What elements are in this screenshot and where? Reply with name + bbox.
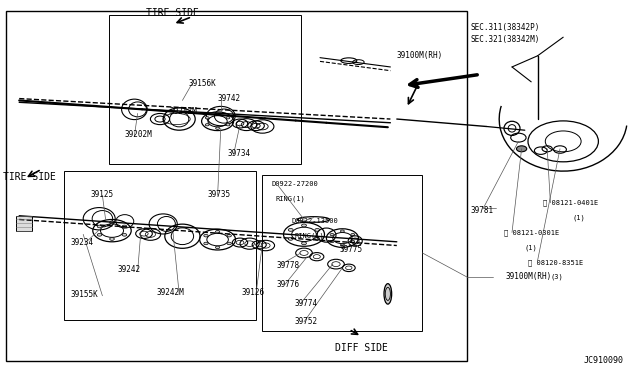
Circle shape: [122, 234, 127, 236]
Text: 39776: 39776: [276, 280, 300, 289]
Text: DIFF SIDE: DIFF SIDE: [335, 343, 388, 353]
Circle shape: [288, 237, 293, 240]
Text: 39234: 39234: [70, 238, 93, 247]
Circle shape: [97, 234, 102, 236]
Text: D0922-13500: D0922-13500: [291, 218, 338, 224]
Text: 39100M(RH): 39100M(RH): [397, 51, 443, 60]
Circle shape: [227, 242, 232, 245]
Text: 39100M(RH): 39100M(RH): [506, 272, 552, 280]
Bar: [262, 175, 422, 331]
Circle shape: [340, 244, 344, 246]
Circle shape: [330, 240, 334, 243]
Circle shape: [351, 234, 355, 236]
Circle shape: [340, 230, 344, 232]
Text: SEC.321(38342M): SEC.321(38342M): [470, 35, 540, 44]
Text: 39242: 39242: [117, 265, 140, 274]
Circle shape: [315, 237, 320, 240]
Circle shape: [122, 225, 127, 228]
Text: Ⓑ 08120-8351E: Ⓑ 08120-8351E: [528, 259, 583, 266]
Circle shape: [97, 225, 102, 228]
Text: Ⓑ 08121-0401E: Ⓑ 08121-0401E: [543, 199, 598, 206]
Circle shape: [205, 124, 209, 126]
Bar: [109, 15, 301, 164]
Text: 39242M: 39242M: [157, 288, 184, 296]
Text: 39774: 39774: [294, 299, 317, 308]
Text: (3): (3): [550, 274, 563, 280]
Circle shape: [288, 228, 293, 231]
Circle shape: [226, 124, 230, 126]
Text: 39742: 39742: [218, 94, 241, 103]
Text: Ⓑ 08121-0301E: Ⓑ 08121-0301E: [504, 229, 559, 236]
Circle shape: [301, 224, 307, 227]
Circle shape: [226, 117, 230, 119]
Text: 39125: 39125: [91, 190, 114, 199]
Circle shape: [109, 238, 115, 240]
Text: (1): (1): [573, 214, 586, 221]
Text: RING(1): RING(1): [275, 196, 305, 202]
Circle shape: [216, 231, 220, 233]
Circle shape: [204, 234, 208, 237]
Text: SEC.311(38342P): SEC.311(38342P): [470, 23, 540, 32]
Text: 39126: 39126: [242, 288, 265, 296]
Ellipse shape: [384, 283, 392, 304]
Bar: [6, 11, 467, 361]
Text: 39155K: 39155K: [70, 290, 98, 299]
Text: RING(1): RING(1): [294, 233, 324, 240]
Text: 39734: 39734: [227, 149, 250, 158]
Text: 39202M: 39202M: [125, 130, 152, 139]
Bar: [16, 216, 32, 231]
Text: 39242M: 39242M: [170, 107, 197, 116]
Text: 39778: 39778: [276, 262, 300, 270]
Text: 39775: 39775: [339, 246, 362, 254]
Circle shape: [205, 117, 209, 119]
Circle shape: [516, 146, 527, 152]
Circle shape: [351, 240, 355, 243]
Text: D0922-27200: D0922-27200: [272, 181, 319, 187]
Circle shape: [216, 246, 220, 248]
Bar: [64, 171, 256, 320]
Circle shape: [315, 228, 320, 231]
Circle shape: [216, 127, 220, 129]
Circle shape: [227, 234, 232, 237]
Text: TIRE SIDE: TIRE SIDE: [147, 8, 199, 18]
Text: 39781: 39781: [470, 206, 493, 215]
Circle shape: [301, 242, 307, 245]
Circle shape: [109, 221, 115, 224]
Circle shape: [330, 234, 334, 236]
Circle shape: [204, 242, 208, 245]
Text: 39735: 39735: [208, 190, 231, 199]
Text: JC910090: JC910090: [584, 356, 624, 365]
Text: 39156K: 39156K: [189, 79, 216, 88]
Text: (1): (1): [525, 244, 538, 251]
Text: 39752: 39752: [294, 317, 317, 326]
Text: TIRE SIDE: TIRE SIDE: [3, 172, 56, 182]
Circle shape: [216, 113, 220, 115]
